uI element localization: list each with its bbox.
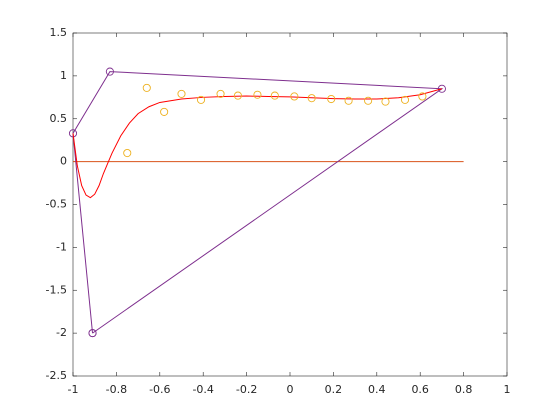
y-tick-label: -2.5 xyxy=(46,369,67,382)
y-tick-label: 0 xyxy=(60,155,67,168)
marker xyxy=(381,97,390,106)
x-tick-label: -1 xyxy=(68,383,79,396)
marker xyxy=(290,92,299,101)
x-tick-label: 0 xyxy=(287,383,294,396)
marker xyxy=(364,96,373,105)
series-line xyxy=(72,88,443,199)
marker xyxy=(88,329,97,338)
marker xyxy=(344,96,353,105)
x-tick-label: 0.8 xyxy=(455,383,473,396)
y-tick-label: 0.5 xyxy=(50,112,68,125)
y-tick-label: 1.5 xyxy=(50,26,68,39)
marker xyxy=(105,67,114,76)
marker xyxy=(196,95,206,104)
marker xyxy=(216,89,225,98)
marker xyxy=(177,89,186,98)
x-tick-label: -0.8 xyxy=(106,383,127,396)
y-tick-label: -1.5 xyxy=(46,283,67,296)
marker xyxy=(307,94,316,103)
marker xyxy=(400,95,410,104)
marker xyxy=(233,91,242,100)
y-tick-label: -1 xyxy=(56,240,67,253)
series-line xyxy=(72,71,444,334)
y-tick-label: -0.5 xyxy=(46,198,67,211)
x-tick-label: -0.6 xyxy=(149,383,170,396)
x-tick-label: 0.4 xyxy=(368,383,386,396)
x-tick-label: 0.6 xyxy=(411,383,429,396)
x-tick-label: -0.2 xyxy=(236,383,257,396)
y-tick-label: 1 xyxy=(60,69,67,82)
marker xyxy=(123,148,132,158)
x-tick-label: 1 xyxy=(504,383,511,396)
marker xyxy=(253,90,262,99)
axes-box xyxy=(72,32,508,377)
x-tick-label: 0.2 xyxy=(325,383,343,396)
marker xyxy=(160,107,169,116)
marker xyxy=(142,83,151,92)
marker xyxy=(437,84,446,93)
marker xyxy=(327,94,336,104)
marker xyxy=(270,91,279,100)
x-tick-label: -0.4 xyxy=(192,383,213,396)
marker xyxy=(418,92,427,101)
y-tick-label: -2 xyxy=(56,326,67,339)
